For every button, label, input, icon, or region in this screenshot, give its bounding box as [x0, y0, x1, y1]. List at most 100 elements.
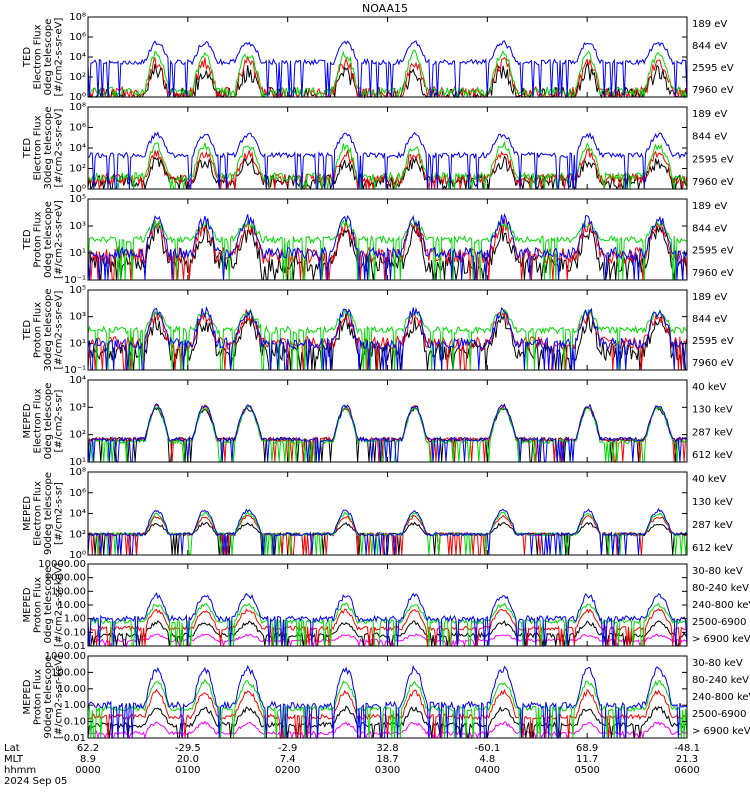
- y-tick-label: 10⁰: [69, 184, 86, 195]
- y-tick-label: 10²: [69, 430, 86, 441]
- series-line-5-4: [87, 403, 688, 463]
- x-mlt-label: 21.3: [676, 754, 698, 765]
- legend-entry: 612 keV: [692, 543, 733, 554]
- legend-entry: 7960 eV: [692, 358, 734, 369]
- x-row-label: Lat: [4, 743, 20, 754]
- series-line-5-2: [87, 404, 688, 463]
- legend-entry: 130 keV: [692, 497, 733, 508]
- series-line-4-1: [87, 310, 687, 371]
- x-lat-label: -60.1: [474, 743, 500, 754]
- x-hhmm-label: 0600: [674, 765, 699, 776]
- y-axis-label: MEPEDElectron Flux90deg telescope[#/cm2-…: [22, 472, 65, 555]
- panel-frame: [87, 471, 688, 556]
- chart-title: NOAA15: [362, 2, 408, 15]
- x-row-label: hhmm: [4, 765, 36, 776]
- panel-8: 0.01 0.10 1.00 10.00 100.00 1000.00MEPEDProto…: [22, 651, 750, 744]
- y-tick-label: 10⁸: [69, 102, 86, 113]
- y-tick-label: 10¹: [69, 457, 86, 468]
- y-tick-label: 10⁻¹: [64, 275, 86, 286]
- legend-entry: 844 eV: [692, 132, 727, 143]
- x-lat-label: 32.8: [376, 743, 398, 754]
- legend-entry: 287 keV: [692, 427, 733, 438]
- panel-2: 10⁰ 10² 10⁴ 10⁶ 10⁸ TEDElectron Flux30deg tel…: [22, 102, 734, 195]
- y-tick-label: 10²: [69, 164, 86, 175]
- series-line-3-3: [87, 219, 688, 281]
- x-hhmm-label: 0200: [275, 765, 300, 776]
- legend-entry: 189 eV: [692, 292, 727, 303]
- legend-entry: 40 keV: [692, 474, 726, 485]
- y-tick-label: 0.10: [64, 717, 86, 728]
- panel-frame: [87, 563, 688, 647]
- panels: 10⁰ 10² 10⁴ 10⁶ 10⁸ TEDElectron Flux0deg tele…: [22, 12, 750, 744]
- y-tick-label: 10⁵: [69, 194, 86, 205]
- y-tick-label: 1.00: [64, 614, 86, 625]
- legend-entry: 2595 eV: [692, 336, 734, 347]
- x-lat-label: -48.1: [674, 743, 700, 754]
- x-mlt-label: 18.7: [376, 754, 398, 765]
- y-axis-label: MEPEDElectron Flux0deg telescope[#/cm2-s…: [22, 383, 65, 460]
- x-mlt-label: 8.9: [80, 754, 96, 765]
- legend-entry: 2595 eV: [692, 154, 734, 165]
- legend-entry: 189 eV: [692, 201, 727, 212]
- y-tick-label: 10⁰: [69, 550, 86, 561]
- y-tick-label: 10⁸: [69, 12, 86, 23]
- y-tick-label: 10¹: [69, 338, 86, 349]
- legend-entry: 189 eV: [692, 19, 727, 30]
- y-tick-label: 10³: [69, 402, 86, 413]
- y-tick-label: 10⁶: [69, 123, 86, 134]
- series-line-8-2: [87, 705, 688, 739]
- y-tick-label: 1000.00: [45, 651, 86, 662]
- legend-entry: 30-80 keV: [692, 566, 743, 577]
- y-tick-label: 10⁸: [69, 467, 86, 478]
- y-tick-label: 10³: [69, 221, 86, 232]
- y-axis-label: TEDProton Flux30deg telescope[#/cm2-s-sr…: [22, 288, 65, 371]
- legend-entry: 2500-6900: [692, 709, 747, 720]
- series-line-5-3: [87, 405, 688, 463]
- legend-entry: 240-800 keV: [692, 692, 750, 703]
- legend-entry: 80-240 keV: [692, 583, 749, 594]
- x-hhmm-label: 0300: [375, 765, 400, 776]
- x-mlt-label: 7.4: [280, 754, 296, 765]
- series-line-7-4: [87, 602, 688, 647]
- legend-entry: 287 keV: [692, 520, 733, 531]
- panel-1: 10⁰ 10² 10⁴ 10⁶ 10⁸ TEDElectron Flux0deg tele…: [22, 12, 734, 103]
- legend-entry: 7960 eV: [692, 85, 734, 96]
- y-tick-label: 0.01: [64, 641, 86, 652]
- x-hhmm-label: 0000: [75, 765, 100, 776]
- legend-entry: 844 eV: [692, 223, 727, 234]
- legend-entry: 130 keV: [692, 405, 733, 416]
- x-mlt-label: 20.0: [177, 754, 199, 765]
- legend-entry: 40 keV: [692, 382, 726, 393]
- series-line-6-4: [87, 507, 688, 556]
- series-line-5-1: [87, 406, 688, 463]
- y-tick-label: 0.10: [64, 627, 86, 638]
- x-row-label: MLT: [4, 754, 24, 765]
- legend-entry: > 6900 keV: [692, 726, 750, 737]
- y-tick-label: 100.00: [51, 586, 86, 597]
- series-line-2-1: [87, 155, 688, 191]
- legend-entry: > 6900 keV: [692, 634, 750, 645]
- y-tick-label: 10²: [69, 72, 86, 83]
- y-tick-label: 10.00: [57, 684, 86, 695]
- y-axis-label: TEDElectron Flux0deg telescope[#/cm2-s-s…: [22, 17, 65, 96]
- legend-entry: 30-80 keV: [692, 658, 743, 669]
- panel-3: 10⁻¹ 10¹ 10³ 10⁵ TEDProton Flux0deg telescop…: [22, 194, 734, 286]
- y-axis-label: TEDElectron Flux30deg telescope[#/cm2-s-…: [22, 106, 65, 189]
- y-tick-label: 1.00: [64, 700, 86, 711]
- y-tick-label: 100.00: [51, 667, 86, 678]
- x-row-label: 2024 Sep 05: [4, 776, 67, 787]
- legend-entry: 2595 eV: [692, 246, 734, 257]
- panel-5: 10¹ 10² 10³ 10⁴ MEPEDElectron Flux0deg teles…: [22, 375, 733, 468]
- panel-4: 10⁻¹ 10¹ 10³ 10⁵ TEDProton Flux30deg telesco…: [22, 285, 734, 376]
- x-mlt-label: 11.7: [576, 754, 598, 765]
- legend-entry: 7960 eV: [692, 177, 734, 188]
- y-tick-label: 10⁴: [69, 52, 86, 63]
- y-tick-label: 10000.00: [38, 559, 86, 570]
- panel-frame: [87, 379, 688, 463]
- series-line-4-4: [87, 305, 688, 371]
- x-lat-label: 62.2: [77, 743, 99, 754]
- series-line-3-4: [87, 212, 688, 281]
- legend-entry: 2595 eV: [692, 63, 734, 74]
- series-line-8-4: [87, 678, 688, 739]
